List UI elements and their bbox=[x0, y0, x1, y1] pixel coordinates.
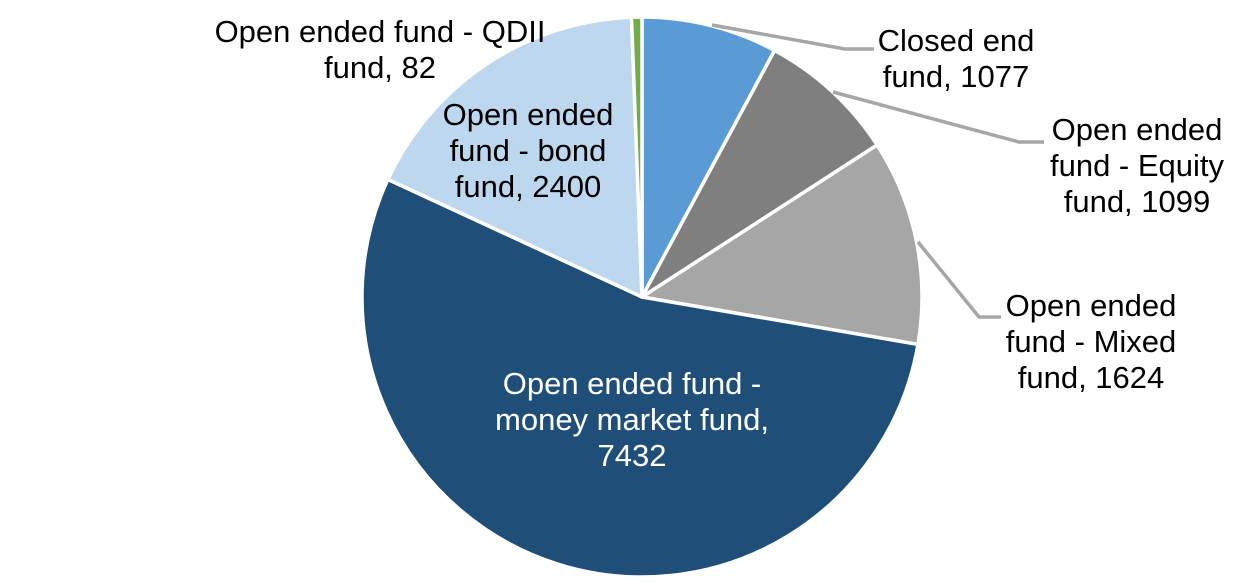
leader-line-equity-fund bbox=[832, 90, 1044, 144]
data-label-bond-fund: Open ended fund - bond fund, 2400 bbox=[442, 97, 614, 204]
leader-line-closed-end-fund bbox=[711, 23, 874, 51]
pie-slices bbox=[360, 15, 924, 579]
pie-slice-open-ended-fund-money-market-fund bbox=[360, 177, 920, 579]
leader-line-mixed-fund bbox=[916, 240, 1001, 319]
data-label-money-market-fund: Open ended fund - money market fund, 7432 bbox=[495, 366, 769, 473]
data-label-closed-end-fund: Closed end fund, 1077 bbox=[877, 23, 1035, 94]
pie-slice-open-ended-fund-mixed-fund bbox=[640, 143, 924, 347]
pie-slice-closed-end-fund bbox=[640, 15, 777, 299]
data-label-mixed-fund: Open ended fund - Mixed fund, 1624 bbox=[1005, 288, 1177, 395]
pie-slice-open-ended-fund-bond-fund bbox=[386, 15, 644, 299]
data-label-equity-fund: Open ended fund - Equity fund, 1099 bbox=[1049, 112, 1225, 219]
pie-slice-open-ended-fund-equity-fund bbox=[640, 48, 879, 299]
leader-lines bbox=[711, 23, 1044, 319]
data-label-qdii-fund: Open ended fund - QDII fund, 82 bbox=[214, 14, 546, 85]
pie-slice-open-ended-fund-qdii-fund bbox=[629, 15, 644, 299]
